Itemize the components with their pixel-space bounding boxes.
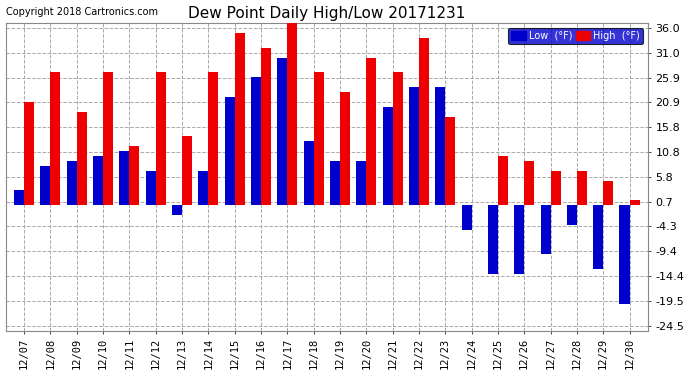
Bar [172,205,182,215]
Bar [24,102,34,205]
Bar [382,107,393,205]
Bar [129,146,139,205]
Bar [445,117,455,205]
Bar [540,205,551,254]
Bar [603,180,613,205]
Bar [182,136,192,205]
Text: Copyright 2018 Cartronics.com: Copyright 2018 Cartronics.com [6,7,157,17]
Bar [524,161,534,205]
Bar [498,156,508,205]
Bar [40,166,50,205]
Bar [356,161,366,205]
Bar [313,72,324,205]
Bar [235,33,244,205]
Bar [119,151,129,205]
Bar [593,205,603,269]
Bar [393,72,402,205]
Bar [514,205,524,274]
Bar [435,87,445,205]
Bar [146,171,156,205]
Bar [50,72,60,205]
Bar [287,23,297,205]
Bar [462,205,471,230]
Title: Dew Point Daily High/Low 20171231: Dew Point Daily High/Low 20171231 [188,6,466,21]
Bar [277,57,287,205]
Bar [304,141,313,205]
Legend: Low  (°F), High  (°F): Low (°F), High (°F) [508,28,643,44]
Bar [261,48,271,205]
Bar [14,190,24,205]
Bar [551,171,560,205]
Bar [340,92,350,205]
Bar [409,87,419,205]
Bar [77,112,87,205]
Bar [620,205,629,303]
Bar [251,77,261,205]
Bar [208,72,218,205]
Bar [198,171,208,205]
Bar [567,205,577,225]
Bar [577,171,587,205]
Bar [224,97,235,205]
Bar [156,72,166,205]
Bar [93,156,103,205]
Bar [488,205,498,274]
Bar [419,38,429,205]
Bar [330,161,340,205]
Bar [103,72,113,205]
Bar [366,57,376,205]
Bar [67,161,77,205]
Bar [629,200,640,205]
